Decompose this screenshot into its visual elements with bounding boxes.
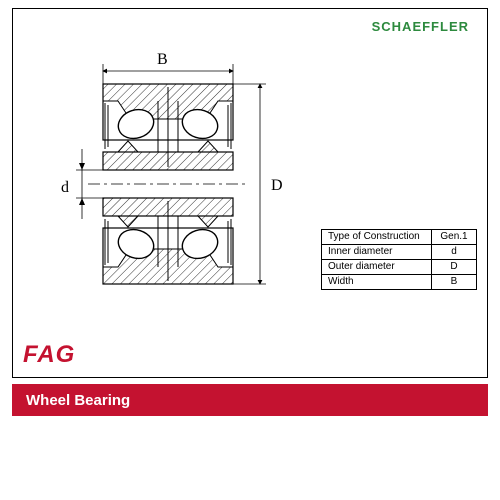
brand-fag: FAG xyxy=(23,341,75,369)
diagram-frame: SCHAEFFLER FAG xyxy=(12,8,488,378)
caption-text: Wheel Bearing xyxy=(26,392,130,409)
dim-label-d: d xyxy=(61,179,69,197)
bearing-drawing xyxy=(58,49,278,319)
brand-schaeffler: SCHAEFFLER xyxy=(372,19,469,34)
table-row: Inner diameterd xyxy=(322,245,477,260)
caption-bar: Wheel Bearing xyxy=(12,384,488,416)
table-row: Outer diameterD xyxy=(322,260,477,275)
dim-label-B: B xyxy=(157,51,168,69)
dim-label-D: D xyxy=(271,177,283,195)
table-row: Type of ConstructionGen.1 xyxy=(322,230,477,245)
table-row: WidthB xyxy=(322,275,477,290)
spec-table: Type of ConstructionGen.1 Inner diameter… xyxy=(321,229,477,290)
